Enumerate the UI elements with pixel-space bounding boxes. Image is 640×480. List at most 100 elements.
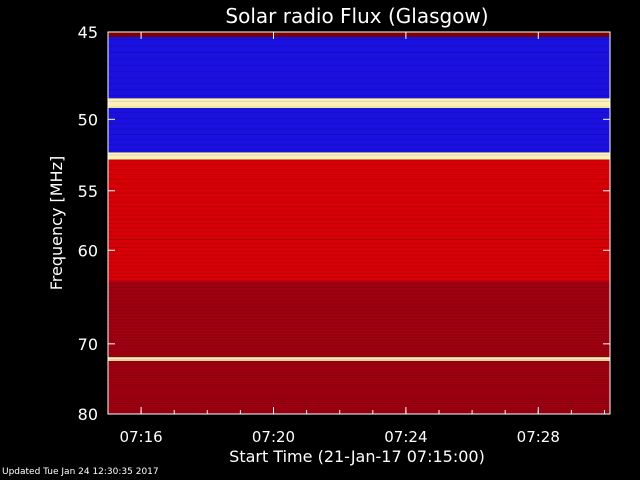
plot-area bbox=[108, 32, 610, 415]
spectrum-band bbox=[108, 32, 610, 37]
channel-stripe bbox=[108, 296, 610, 298]
channel-stripe bbox=[108, 353, 610, 355]
channel-stripe bbox=[108, 269, 610, 271]
channel-stripe bbox=[108, 164, 610, 166]
channel-stripe bbox=[108, 384, 610, 386]
channel-stripe bbox=[108, 133, 610, 135]
updated-timestamp: Updated Tue Jan 24 12:30:35 2017 bbox=[2, 467, 159, 477]
spectrum-band bbox=[108, 98, 610, 109]
channel-stripe bbox=[108, 38, 610, 40]
channel-stripe bbox=[108, 144, 610, 146]
channel-stripe bbox=[108, 400, 610, 402]
channel-stripe bbox=[108, 235, 610, 237]
y-tick-label: 80 bbox=[78, 405, 98, 424]
channel-stripe bbox=[108, 51, 610, 53]
channel-stripe bbox=[108, 398, 610, 400]
chart-title: Solar radio Flux (Glasgow) bbox=[225, 4, 488, 28]
channel-stripe bbox=[108, 58, 610, 60]
channel-stripe bbox=[108, 201, 610, 203]
channel-stripe bbox=[108, 239, 610, 241]
channel-stripe bbox=[108, 100, 610, 102]
channel-stripe bbox=[108, 258, 610, 260]
channel-stripe bbox=[108, 214, 610, 216]
channel-stripe bbox=[108, 210, 610, 212]
channel-stripe bbox=[108, 409, 610, 411]
channel-stripe bbox=[108, 265, 610, 267]
channel-stripe bbox=[108, 405, 610, 407]
channel-stripe bbox=[108, 325, 610, 327]
channel-stripe bbox=[108, 293, 610, 295]
channel-stripe bbox=[108, 381, 610, 383]
channel-stripe bbox=[108, 309, 610, 311]
channel-stripe bbox=[108, 328, 610, 330]
y-tick-label: 55 bbox=[78, 182, 98, 201]
spectrum-band bbox=[108, 36, 610, 99]
channel-stripe bbox=[108, 227, 610, 229]
channel-stripe bbox=[108, 356, 610, 358]
channel-stripe bbox=[108, 393, 610, 395]
y-tick-label: 50 bbox=[78, 110, 98, 129]
y-axis-label: Frequency [MHz] bbox=[47, 156, 66, 290]
channel-stripe bbox=[108, 336, 610, 338]
channel-stripe bbox=[108, 379, 610, 381]
channel-stripe bbox=[108, 262, 610, 264]
channel-stripe bbox=[108, 374, 610, 376]
channel-stripe bbox=[108, 95, 610, 97]
channel-stripe bbox=[108, 83, 610, 85]
x-axis: 07:16 07:20 07:24 07:28 bbox=[107, 32, 605, 446]
channel-stripe bbox=[108, 139, 610, 141]
channel-stripe bbox=[108, 396, 610, 398]
spectrum-band bbox=[108, 281, 610, 358]
channel-stripe bbox=[108, 322, 610, 324]
channel-stripe bbox=[108, 348, 610, 350]
channel-stripe bbox=[108, 286, 610, 288]
channel-stripe bbox=[108, 276, 610, 278]
spectrum-band bbox=[108, 152, 610, 160]
channel-stripe bbox=[108, 316, 610, 318]
channel-stripe bbox=[108, 377, 610, 379]
channel-stripe bbox=[108, 386, 610, 388]
channel-stripe bbox=[108, 254, 610, 256]
channel-stripe bbox=[108, 290, 610, 292]
channel-stripe bbox=[108, 312, 610, 314]
channel-stripe bbox=[108, 117, 610, 119]
channel-stripe bbox=[108, 306, 610, 308]
channel-stripe bbox=[108, 206, 610, 208]
x-tick-label: 07:24 bbox=[384, 428, 427, 446]
channel-stripe bbox=[108, 159, 610, 161]
channel-stripe bbox=[108, 106, 610, 108]
channel-stripe bbox=[108, 123, 610, 125]
channel-stripe bbox=[108, 243, 610, 245]
channel-stripe bbox=[108, 334, 610, 336]
spectrum-band bbox=[108, 360, 610, 414]
channel-stripe bbox=[108, 279, 610, 281]
plot-frame bbox=[107, 31, 611, 415]
y-tick-label: 45 bbox=[78, 23, 98, 42]
channel-stripe bbox=[108, 331, 610, 333]
channel-stripe bbox=[108, 369, 610, 371]
channel-stripe bbox=[108, 250, 610, 252]
channel-stripe bbox=[108, 366, 610, 368]
channel-stripe bbox=[108, 272, 610, 274]
channel-stripe bbox=[108, 231, 610, 233]
x-tick-label: 07:20 bbox=[252, 428, 295, 446]
channel-stripe bbox=[108, 407, 610, 409]
channel-stripe bbox=[108, 70, 610, 72]
channel-stripe bbox=[108, 149, 610, 151]
x-axis-label: Start Time (21-Jan-17 07:15:00) bbox=[229, 447, 485, 466]
channel-stripe bbox=[108, 89, 610, 91]
channel-stripe bbox=[108, 319, 610, 321]
channel-stripe bbox=[108, 389, 610, 391]
channel-stripe bbox=[108, 64, 610, 66]
x-tick-label: 07:16 bbox=[119, 428, 162, 446]
channel-stripe bbox=[108, 77, 610, 79]
channel-stripe bbox=[108, 223, 610, 224]
channel-stripe bbox=[108, 303, 610, 305]
channel-stripe bbox=[108, 339, 610, 341]
channel-stripe bbox=[108, 361, 610, 363]
channel-stripe bbox=[108, 342, 610, 344]
channel-stripe bbox=[108, 218, 610, 220]
channel-stripe bbox=[108, 345, 610, 347]
channel-stripe bbox=[108, 154, 610, 156]
